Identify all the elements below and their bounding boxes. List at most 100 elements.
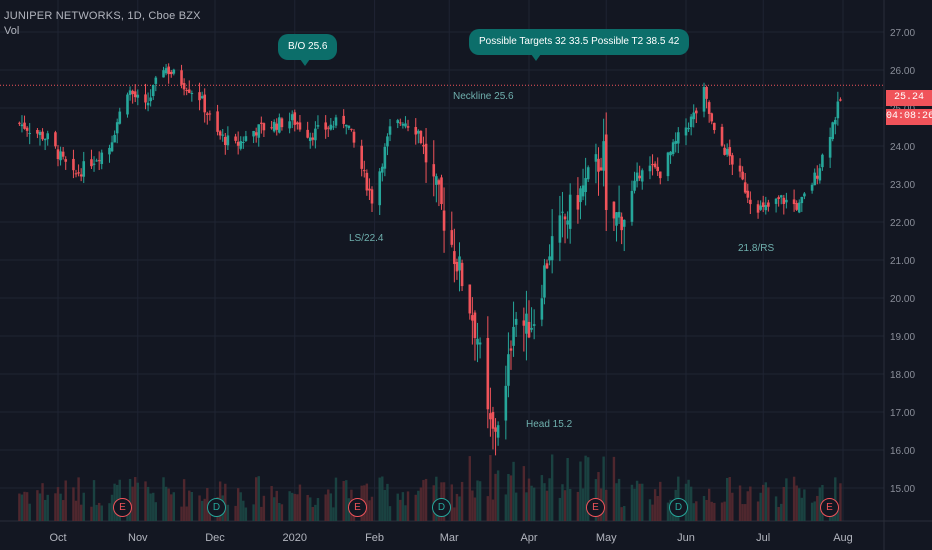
- candle-body: [545, 263, 549, 269]
- dividend-event-marker[interactable]: D: [432, 498, 451, 517]
- earnings-event-marker[interactable]: E: [586, 498, 605, 517]
- candle-body: [476, 338, 479, 345]
- candle-body: [792, 199, 796, 205]
- candle-body: [344, 124, 348, 127]
- volume-bar: [803, 489, 806, 521]
- candle-body: [370, 189, 374, 204]
- candle-body: [306, 129, 309, 138]
- candle-body: [172, 69, 176, 74]
- candle-body: [821, 154, 824, 168]
- volume-bar: [713, 502, 716, 521]
- candle-body: [440, 177, 443, 205]
- candle-body: [180, 70, 183, 85]
- volume-bar: [311, 506, 315, 521]
- candle-body: [435, 176, 438, 185]
- candle-body: [154, 77, 158, 84]
- candle-body: [450, 230, 454, 245]
- volume-bar: [46, 494, 49, 521]
- candle-body: [640, 170, 644, 182]
- candle-body: [365, 172, 369, 191]
- candle-body: [90, 159, 93, 167]
- volume-bar: [476, 480, 479, 521]
- volume-bar: [579, 461, 582, 521]
- candle-body: [432, 164, 436, 177]
- earnings-event-marker[interactable]: E: [348, 498, 367, 517]
- candle-body: [280, 118, 284, 128]
- candle-body: [424, 143, 428, 163]
- volume-bar: [792, 476, 796, 521]
- candle-body: [92, 163, 96, 165]
- candle-body: [473, 312, 477, 338]
- candle-body: [146, 102, 150, 106]
- x-tick-label: Jun: [677, 532, 695, 544]
- candle-body: [293, 112, 297, 125]
- dividend-event-marker[interactable]: D: [669, 498, 688, 517]
- volume-bar: [550, 454, 554, 521]
- candle-body: [550, 236, 554, 261]
- volume-bar: [491, 499, 495, 521]
- candle-body: [20, 124, 24, 127]
- volume-bar: [494, 473, 497, 521]
- candle-body: [406, 126, 410, 128]
- volume-bar: [455, 493, 459, 521]
- volume-bar: [162, 477, 165, 521]
- volume-bar: [90, 506, 93, 521]
- volume-bar: [630, 484, 634, 521]
- volume-bar: [332, 507, 335, 521]
- candle-body: [527, 321, 531, 338]
- volume-bar: [97, 502, 101, 521]
- volume-bar: [296, 494, 299, 521]
- candle-body: [741, 171, 744, 180]
- y-tick-label: 20.00: [890, 294, 915, 305]
- breakout-callout[interactable]: B/O 25.6: [278, 34, 338, 66]
- candle-body: [97, 160, 101, 162]
- candle-body: [242, 142, 245, 144]
- volume-bar: [154, 502, 158, 521]
- volume-bar: [473, 497, 477, 521]
- dividend-event-marker[interactable]: D: [207, 498, 226, 517]
- volume-bar: [388, 506, 392, 521]
- volume-bar: [617, 478, 621, 521]
- candle-body: [72, 158, 75, 171]
- volume-bar: [144, 481, 147, 521]
- candle-body: [190, 93, 194, 95]
- candle-body: [612, 201, 616, 219]
- volume-bar: [242, 500, 245, 521]
- volume-bar: [370, 496, 374, 521]
- volume-bar: [260, 506, 263, 521]
- volume-bar: [563, 490, 567, 521]
- candle-body: [257, 124, 261, 138]
- candle-body: [162, 70, 165, 78]
- volume-bar: [695, 501, 698, 521]
- candle-body: [326, 127, 330, 129]
- candle-body: [46, 133, 50, 140]
- candle-body: [239, 141, 243, 149]
- candle-body: [380, 166, 384, 173]
- x-tick-label: Mar: [440, 532, 459, 544]
- x-tick-label: Apr: [520, 532, 537, 544]
- y-tick-label: 16.00: [890, 446, 915, 457]
- y-tick-label: 22.00: [890, 218, 915, 229]
- candle-body: [419, 130, 423, 144]
- candle-body: [218, 131, 222, 136]
- candle-body: [630, 190, 634, 222]
- candle-body: [244, 136, 248, 141]
- volume-bar: [244, 507, 248, 521]
- candle-body: [64, 159, 68, 162]
- candle-body: [208, 113, 212, 115]
- targets-callout[interactable]: Possible Targets 32 33.5 Possible T2 38.…: [469, 29, 690, 61]
- candle-body: [491, 411, 495, 429]
- candle-body: [442, 210, 446, 231]
- candle-body: [504, 385, 508, 421]
- earnings-event-marker[interactable]: E: [113, 498, 132, 517]
- volume-bar: [602, 456, 605, 521]
- candle-body: [525, 313, 528, 334]
- earnings-event-marker[interactable]: E: [820, 498, 839, 517]
- candle-body: [617, 211, 621, 218]
- candle-body: [785, 199, 788, 203]
- candle-body: [41, 131, 44, 140]
- candle-body: [810, 184, 814, 191]
- candle-body: [288, 121, 291, 129]
- candle-body: [566, 220, 569, 225]
